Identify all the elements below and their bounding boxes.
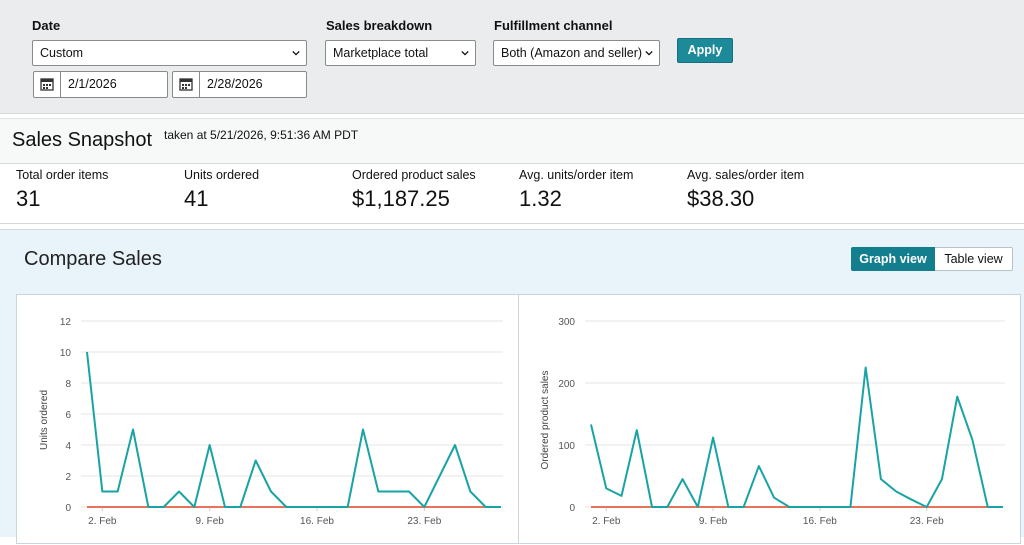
y-tick-label: 10 (60, 348, 72, 359)
fulfillment-channel-label: Fulfillment channel (494, 18, 613, 33)
metric-label: Avg. units/order item (519, 168, 634, 182)
x-tick-label: 9. Feb (195, 516, 224, 527)
metric-label: Avg. sales/order item (687, 168, 805, 182)
compare-sales-title: Compare Sales (24, 248, 162, 270)
divider (0, 223, 1024, 224)
sales-snapshot-header: Sales Snapshot taken at 5/21/2026, 9:51:… (0, 118, 1024, 164)
metric-label: Units ordered (184, 168, 260, 182)
x-tick-label: 16. Feb (803, 516, 837, 527)
metric-total-order-items: Total order items 31 (16, 168, 108, 212)
metric-value: $38.30 (687, 186, 755, 211)
x-tick-label: 23. Feb (407, 516, 441, 527)
y-axis-label: Ordered product sales (540, 371, 551, 470)
x-tick-label: 16. Feb (300, 516, 334, 527)
metric-ordered-product-sales: Ordered product sales $1,187.25 (352, 168, 476, 212)
metric-units-ordered: Units ordered 41 (184, 168, 259, 212)
x-tick-label: 2. Feb (592, 516, 621, 527)
y-axis-label: Units ordered (39, 390, 50, 450)
apply-button[interactable]: Apply (677, 38, 733, 63)
metric-value: $1,187.25 (352, 186, 450, 211)
calendar-icon (40, 78, 54, 91)
end-date-value: 2/28/2026 (207, 77, 263, 91)
y-tick-label: 0 (65, 503, 71, 514)
y-tick-label: 6 (65, 410, 71, 421)
chevron-down-icon (645, 50, 653, 56)
units-ordered-chart: 0 2 4 6 8 10 12 2. Feb 9. Feb 16. Feb 23. Feb Units… (39, 317, 503, 527)
sales-breakdown-select[interactable]: Marketplace total (325, 40, 476, 66)
y-tick-label: 300 (558, 317, 575, 328)
chevron-down-icon (292, 50, 300, 56)
y-tick-label: 0 (569, 503, 575, 514)
ordered-product-sales-chart-panel: 0 100 200 300 2. Feb 9. Feb 16. Feb 23. Feb Orde… (518, 294, 1021, 544)
y-tick-label: 2 (65, 472, 71, 483)
metric-value: 1.32 (519, 186, 562, 211)
y-tick-label: 200 (558, 379, 575, 390)
metric-value: 31 (16, 186, 41, 211)
fulfillment-channel-value: Both (Amazon and seller) (501, 46, 643, 60)
metric-value: 41 (184, 186, 209, 211)
metric-label: Total order items (16, 168, 109, 182)
filter-bar: Date Custom 2/1/2026 2/28/2026 Sales bre (0, 0, 1024, 114)
date-range-select[interactable]: Custom (32, 40, 307, 66)
sales-breakdown-value: Marketplace total (333, 46, 429, 60)
sales-snapshot-title: Sales Snapshot (12, 129, 153, 151)
calendar-button[interactable] (34, 72, 61, 97)
compare-sales-section: Compare Sales Graph view Table view 0 2 4 6… (0, 229, 1024, 544)
metric-avg-sales-per-order-item: Avg. sales/order item $38.30 (687, 168, 804, 212)
metric-label: Ordered product sales (352, 168, 476, 182)
series-line-current (86, 351, 501, 508)
snapshot-timestamp: taken at 5/21/2026, 9:51:36 AM PDT (164, 128, 359, 142)
date-range-value: Custom (40, 46, 84, 60)
ordered-product-sales-chart: 0 100 200 300 2. Feb 9. Feb 16. Feb 23. Feb Orde… (540, 317, 1005, 527)
table-view-button[interactable]: Table view (935, 247, 1013, 271)
metric-avg-units-per-order-item: Avg. units/order item 1.32 (519, 168, 633, 212)
units-ordered-chart-panel: 0 2 4 6 8 10 12 2. Feb 9. Feb 16. Feb 23. Feb Units… (16, 294, 519, 544)
calendar-icon (179, 78, 193, 91)
x-tick-label: 2. Feb (88, 516, 117, 527)
series-line-current (590, 366, 1003, 508)
sales-breakdown-label: Sales breakdown (326, 18, 433, 33)
end-date-field[interactable]: 2/28/2026 (172, 71, 307, 98)
x-tick-label: 9. Feb (699, 516, 728, 527)
calendar-button[interactable] (173, 72, 200, 97)
y-tick-label: 8 (65, 379, 71, 390)
date-label: Date (32, 18, 61, 33)
y-tick-label: 12 (60, 317, 72, 328)
x-tick-label: 23. Feb (910, 516, 944, 527)
fulfillment-channel-select[interactable]: Both (Amazon and seller) (493, 40, 660, 66)
y-tick-label: 4 (65, 441, 71, 452)
chevron-down-icon (461, 50, 469, 56)
start-date-field[interactable]: 2/1/2026 (33, 71, 168, 98)
graph-view-button[interactable]: Graph view (851, 247, 935, 271)
start-date-value: 2/1/2026 (68, 77, 117, 91)
y-tick-label: 100 (558, 441, 575, 452)
